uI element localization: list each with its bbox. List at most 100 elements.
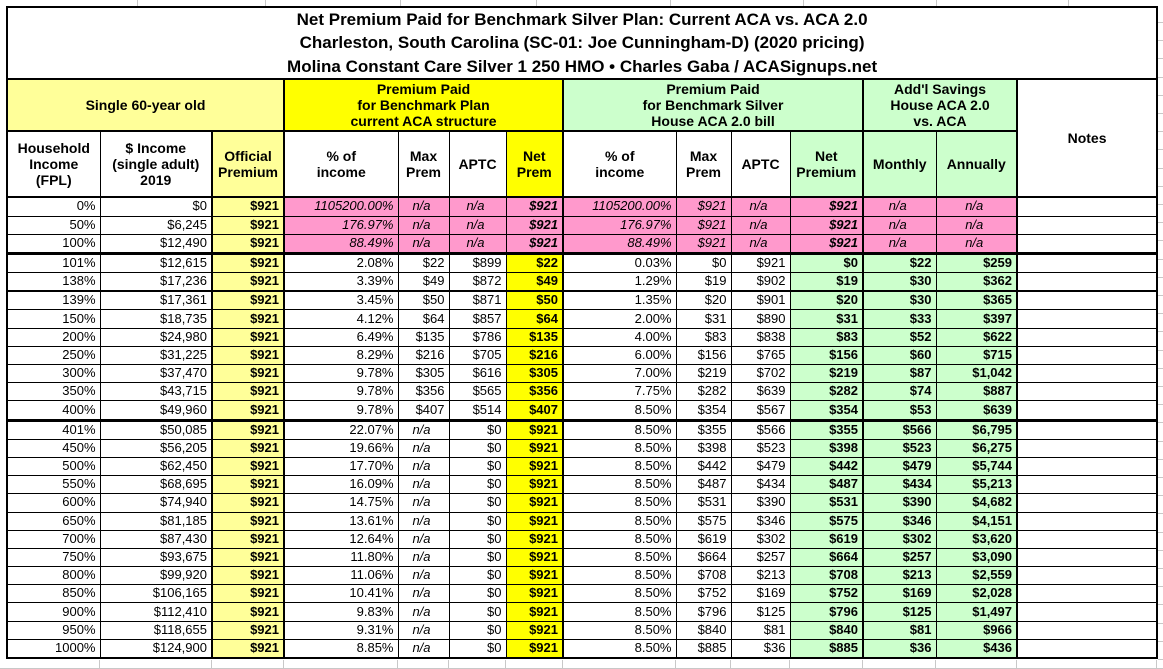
cell: $2,028 xyxy=(935,584,1018,604)
group-header-demographic: Single 60-year old xyxy=(6,78,285,133)
cell: $346 xyxy=(730,511,791,531)
cell: 1105200.00% xyxy=(283,196,399,217)
cell: $22 xyxy=(862,252,937,274)
cell: $282 xyxy=(675,382,732,402)
cell: $36 xyxy=(862,638,937,659)
cell: $6,245 xyxy=(99,215,213,235)
cell: $921 xyxy=(211,493,285,513)
cell: $398 xyxy=(675,438,732,458)
cell: $81 xyxy=(862,620,937,640)
cell: n/a xyxy=(862,215,937,235)
cell: $838 xyxy=(730,327,791,347)
cell: 800% xyxy=(6,566,101,586)
cell: $921 xyxy=(211,196,285,217)
cell: $902 xyxy=(730,272,791,293)
cell: $354 xyxy=(675,400,732,422)
column-header-savings-monthly: Monthly xyxy=(862,130,937,199)
cell: $213 xyxy=(730,566,791,586)
cell: $921 xyxy=(211,475,285,495)
cell: $216 xyxy=(397,345,450,366)
cell: $872 xyxy=(448,272,507,293)
column-header-aca2-net-premium: Net Premium xyxy=(789,130,864,199)
cell: $921 xyxy=(211,602,285,622)
cell: 176.97% xyxy=(283,215,399,235)
cell: $921 xyxy=(211,252,285,274)
cell: 9.78% xyxy=(283,382,399,402)
cell: $567 xyxy=(730,400,791,422)
cell: 250% xyxy=(6,345,101,366)
cell: $20 xyxy=(675,290,732,311)
cell: 3.45% xyxy=(283,290,399,311)
cell: $60 xyxy=(862,345,937,366)
cell: $50 xyxy=(505,290,564,311)
cell: n/a xyxy=(397,493,450,513)
cell xyxy=(1015,272,1158,293)
cell: $397 xyxy=(935,309,1018,329)
cell xyxy=(1015,456,1158,477)
cell: $0 xyxy=(448,456,507,477)
cell: 550% xyxy=(6,475,101,495)
cell: $18,735 xyxy=(99,309,213,329)
cell: $921 xyxy=(211,233,285,255)
cell: $921 xyxy=(505,511,564,531)
cell xyxy=(1015,620,1158,640)
table-row: 250% $31,225 $921 8.29% $216 $705 $216 6.00% $15… xyxy=(6,345,1158,366)
table-row: 850% $106,165 $921 10.41% n/a $0 $921 8.50% $752… xyxy=(6,584,1158,604)
cell: $213 xyxy=(862,566,937,586)
cell xyxy=(1015,345,1158,366)
page-title: Net Premium Paid for Benchmark Silver Pl… xyxy=(6,6,1158,81)
cell: $921 xyxy=(211,456,285,477)
cell: $49 xyxy=(397,272,450,293)
cell: 9.83% xyxy=(283,602,399,622)
cell: $53 xyxy=(862,400,937,422)
cell: $436 xyxy=(935,638,1018,659)
cell: 750% xyxy=(6,547,101,568)
cell: $921 xyxy=(505,456,564,477)
group-header-aca20: Premium Paid for Benchmark Silver House … xyxy=(562,78,864,133)
cell: 10.41% xyxy=(283,584,399,604)
cell: $19 xyxy=(675,272,732,293)
cell: $81,185 xyxy=(99,511,213,531)
cell: $487 xyxy=(789,475,864,495)
cell: $64 xyxy=(505,309,564,329)
cell: $575 xyxy=(789,511,864,531)
cell: $17,236 xyxy=(99,272,213,293)
cell: $885 xyxy=(789,638,864,659)
cell: $479 xyxy=(862,456,937,477)
cell xyxy=(1015,364,1158,384)
cell: $30 xyxy=(862,272,937,293)
cell: $4,151 xyxy=(935,511,1018,531)
cell: $921 xyxy=(505,529,564,549)
table-row: 138% $17,236 $921 3.39% $49 $872 $49 1.29% $19 $9… xyxy=(6,272,1158,293)
cell: $22 xyxy=(505,252,564,274)
cell: $921 xyxy=(505,638,564,659)
cell xyxy=(1015,400,1158,422)
cell: $840 xyxy=(675,620,732,640)
cell: $2,559 xyxy=(935,566,1018,586)
cell: $282 xyxy=(789,382,864,402)
cell: $434 xyxy=(862,475,937,495)
cell: $407 xyxy=(505,400,564,422)
cell: $921 xyxy=(505,438,564,458)
cell: $31 xyxy=(789,309,864,329)
cell: $702 xyxy=(730,364,791,384)
cell: $885 xyxy=(675,638,732,659)
cell: $664 xyxy=(789,547,864,568)
cell: $355 xyxy=(675,419,732,440)
cell: 200% xyxy=(6,327,101,347)
cell: $796 xyxy=(789,602,864,622)
cell: $442 xyxy=(675,456,732,477)
cell xyxy=(1015,309,1158,329)
cell: $442 xyxy=(789,456,864,477)
cell: 350% xyxy=(6,382,101,402)
cell: $5,744 xyxy=(935,456,1018,477)
cell: $81 xyxy=(730,620,791,640)
table-row: 1000% $124,900 $921 8.85% n/a $0 $921 8.50% $885… xyxy=(6,638,1158,659)
table-row: 700% $87,430 $921 12.64% n/a $0 $921 8.50% $619 $… xyxy=(6,529,1158,549)
cell: 88.49% xyxy=(283,233,399,255)
cell: 50% xyxy=(6,215,101,235)
cell: $921 xyxy=(505,584,564,604)
cell: 9.31% xyxy=(283,620,399,640)
cell: 6.00% xyxy=(562,345,677,366)
title-block: Net Premium Paid for Benchmark Silver Pl… xyxy=(6,6,1158,81)
